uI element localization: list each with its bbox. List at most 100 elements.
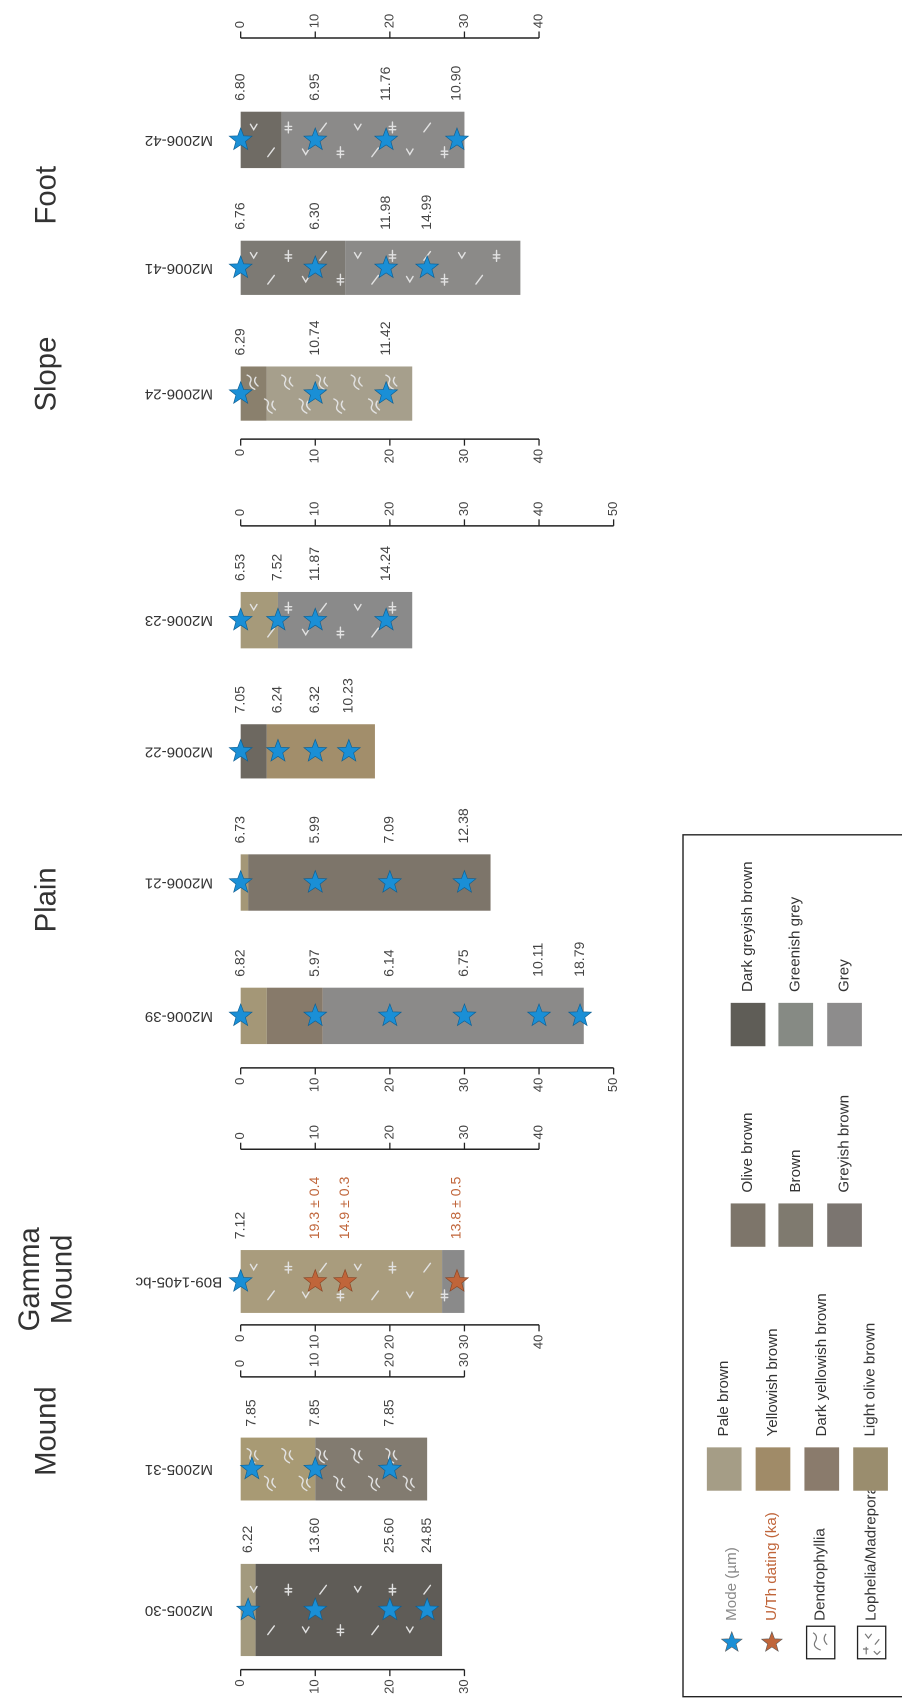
coral-glyph xyxy=(440,273,449,286)
coral-glyph xyxy=(267,274,275,285)
tick-label: 10 xyxy=(307,14,322,28)
legend-swatch xyxy=(827,1203,862,1247)
coral-glyph xyxy=(353,603,362,612)
tick-label: 0 xyxy=(232,1679,247,1686)
mode-label: 24.85 xyxy=(418,1518,434,1553)
coral-glyph xyxy=(249,1263,258,1272)
coral-glyph xyxy=(402,1475,415,1492)
mode-star xyxy=(377,869,403,893)
legend-swatch xyxy=(730,1002,766,1047)
coral-glyph xyxy=(301,1626,310,1634)
coral-glyph xyxy=(301,1291,310,1299)
legend-swatch xyxy=(853,1447,888,1491)
coral-glyph xyxy=(440,146,449,159)
group-title: Mound xyxy=(30,1386,62,1475)
tick-label: 40 xyxy=(530,502,545,516)
group-title: Slope xyxy=(30,337,62,412)
coral-glyph xyxy=(440,1289,449,1302)
coral-glyph xyxy=(475,274,484,285)
legend-swatch xyxy=(730,1203,766,1247)
mode-star xyxy=(228,380,253,404)
coral-glyph xyxy=(298,398,311,414)
mode-label: 14.99 xyxy=(418,194,434,229)
core-name: M2006-41 xyxy=(145,260,213,277)
dating-label: 13.8 ± 0.5 xyxy=(448,1177,464,1240)
mode-star xyxy=(373,127,399,151)
coral-glyph xyxy=(336,1624,345,1637)
tick-label: 30 xyxy=(456,1125,471,1139)
mode-star xyxy=(303,738,328,762)
mode-label: 7.85 xyxy=(243,1399,259,1427)
tick-label: 50 xyxy=(605,1078,620,1092)
core-layer xyxy=(240,240,346,295)
coral-glyph xyxy=(281,1447,294,1464)
coral-glyph xyxy=(319,1584,328,1595)
tick-label: 10 xyxy=(307,1353,322,1367)
legend-label: Mode (µm) xyxy=(723,1547,740,1621)
coral-glyph xyxy=(319,250,328,261)
coral-glyph xyxy=(367,398,381,414)
mode-star xyxy=(228,1003,253,1027)
mode-star xyxy=(228,127,253,151)
legend-star xyxy=(760,1630,783,1652)
tick-label: 40 xyxy=(530,1125,545,1139)
coral-glyph xyxy=(371,274,380,285)
core-layer xyxy=(255,1563,443,1657)
legend-frame xyxy=(682,834,902,1698)
coral-glyph xyxy=(336,626,345,639)
mode-label: 6.75 xyxy=(455,949,471,977)
mode-label: 6.24 xyxy=(269,686,285,714)
coral-glyph xyxy=(405,1626,414,1634)
mode-label: 6.29 xyxy=(231,328,247,356)
legend-label: Grey xyxy=(836,959,853,992)
coral-glyph xyxy=(353,251,362,260)
coral-glyph xyxy=(457,251,466,260)
mode-label: 6.30 xyxy=(306,202,322,230)
mode-label: 5.97 xyxy=(306,949,322,977)
legend-label: U/Th dating (ka) xyxy=(763,1512,780,1621)
coral-glyph xyxy=(284,1583,293,1596)
mode-label: 7.52 xyxy=(269,554,285,582)
mode-star xyxy=(303,607,328,631)
coral-glyph xyxy=(350,1447,363,1464)
mode-label: 11.87 xyxy=(306,547,322,581)
coral-glyph xyxy=(385,374,398,390)
core-name: M2005-30 xyxy=(145,1602,213,1619)
coral-glyph xyxy=(353,1263,362,1272)
legend-label: Brown xyxy=(787,1150,804,1193)
core-name: B09-1405-bc xyxy=(135,1273,222,1290)
tick-label: 10 xyxy=(307,449,322,463)
tick-label: 10 xyxy=(307,1335,322,1349)
coral-glyph xyxy=(333,1475,346,1492)
mode-star xyxy=(239,1456,265,1480)
legend-label: Olive brown xyxy=(739,1113,756,1193)
tick-label: 30 xyxy=(456,1679,471,1693)
dating-label: 14.9 ± 0.3 xyxy=(336,1177,352,1240)
mode-star xyxy=(336,738,362,762)
coral-glyph xyxy=(405,148,414,156)
mode-label: 6.80 xyxy=(231,73,247,101)
mode-label: 11.42 xyxy=(377,321,393,355)
coral-glyph xyxy=(249,123,258,132)
mode-label: 6.32 xyxy=(306,686,322,714)
mode-label: 6.95 xyxy=(306,73,322,101)
tick-label: 0 xyxy=(232,509,247,516)
legend-swatch xyxy=(827,1002,862,1047)
legend-icon xyxy=(856,1625,887,1660)
coral-glyph xyxy=(284,1261,293,1274)
mode-label: 10.74 xyxy=(306,320,322,355)
mode-label: 5.99 xyxy=(306,816,322,844)
coral-glyph xyxy=(388,1583,397,1596)
tick-label: 30 xyxy=(456,1353,471,1367)
legend-label: Pale brown xyxy=(715,1361,732,1437)
coral-glyph xyxy=(388,249,397,263)
dating-star xyxy=(303,1268,328,1292)
group-title: Mound xyxy=(47,1235,79,1324)
mode-label: 6.82 xyxy=(231,949,247,977)
mode-label: 10.11 xyxy=(530,942,546,976)
legend-swatch xyxy=(755,1447,791,1491)
mode-star xyxy=(303,1597,328,1621)
mode-label: 10.23 xyxy=(340,678,356,713)
